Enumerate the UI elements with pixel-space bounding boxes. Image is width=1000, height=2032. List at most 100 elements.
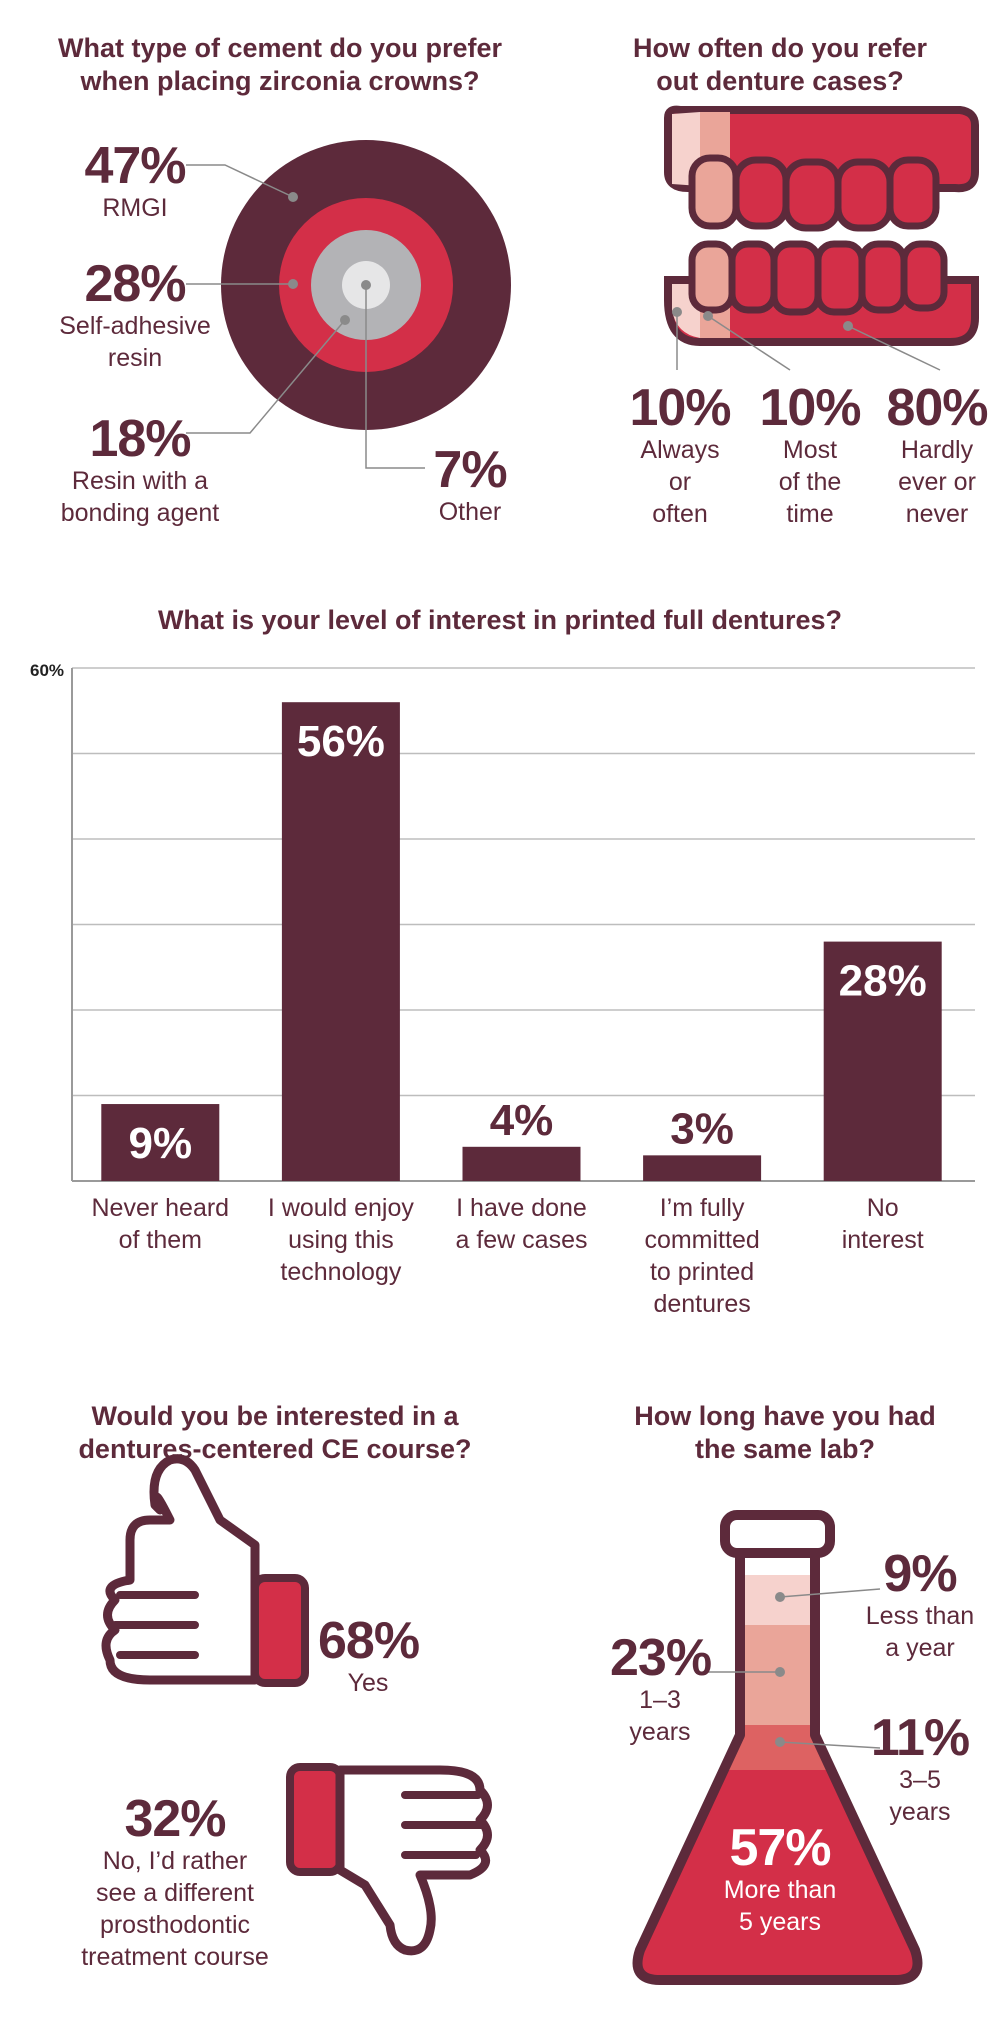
interest-category-label: Never heard of them [70,1192,250,1256]
interest-bar [462,1146,581,1181]
course-yes-label: Yes [347,1669,389,1697]
cement-label-bonding-agent-1: Resin with a [71,467,209,495]
refer-pct-always: 10% [629,379,731,437]
cement-label-bonding-agent-2: bonding agent [60,499,220,527]
interest-category-label-line: using this [288,1226,394,1254]
cement-pct-rmgi: 47% [84,137,186,195]
cement-title-line1: What type of cement do you prefer [57,33,503,63]
course-no-pct: 32% [124,1790,226,1848]
course-no-label-1: No, I’d rather [102,1847,248,1875]
interest-category-label-line: committed [644,1226,760,1254]
interest-bar-value-label: 9% [129,1119,193,1168]
interest-category-label-line: a few cases [455,1226,588,1254]
cement-pct-other: 7% [433,441,507,499]
interest-category-label-line: dentures [653,1290,751,1318]
refer-leader-lines [676,312,941,371]
course-title-line1: Would you be interested in a [91,1401,459,1431]
interest-bars: 9% 56% 4% 3% 28% [101,702,942,1181]
cement-label-self-adhesive-1: Self-adhesive [59,312,211,340]
course-no-label-4: treatment course [81,1943,269,1971]
refer-pct-most: 10% [759,379,861,437]
lab-label-less-than-year-2: a year [885,1634,955,1662]
course-no: 32% No, I’d rather see a different prost… [70,1793,280,1973]
refer-title-line2: out denture cases? [656,66,904,96]
lab-item-1-3-years: 23% 1–3 years [610,1629,712,1748]
refer-label-most-3: time [786,500,834,528]
cement-leader-dots [288,192,371,325]
upper-teeth [688,154,940,232]
interest-title: What is your level of interest in printe… [157,605,843,635]
lab-pct-more-than-5: 57% [729,1819,831,1877]
interest-category-label-line: No [866,1194,899,1222]
interest-category-label-line: of them [118,1226,202,1254]
lab-pct-1-3-years: 23% [610,1629,712,1687]
cement-item-bonding-agent: 18% Resin with a bonding agent [55,413,225,529]
cement-label-rmgi: RMGI [102,194,168,222]
interest-bar [281,702,400,1181]
interest-category-label: I’m fully committed to printed dentures [612,1192,792,1320]
refer-leader-dots [672,307,853,331]
interest-bar-value-label: 56% [297,717,385,766]
refer-item-always: 10% Always or often [625,382,735,530]
lab-title-line2: the same lab? [694,1434,876,1464]
lab-title-line1: How long have you had [634,1401,936,1431]
lab-leader-lines [705,1588,881,1749]
interest-category-label-line: to printed [649,1258,755,1286]
interest-bar [823,941,942,1181]
cement-item-self-adhesive: 28% Self-adhesive resin [55,258,215,374]
interest-bar-value-label: 3% [670,1104,734,1153]
cement-pct-bonding-agent: 18% [89,410,191,468]
lab-label-3-5-years-2: years [889,1798,951,1826]
refer-item-hardly: 80% Hardly ever or never [882,382,992,530]
refer-label-hardly-3: never [905,500,969,528]
lab-title: How long have you had the same lab? [600,1400,970,1466]
lab-item-more-than-5: 57% More than 5 years [715,1822,845,1938]
lab-flask-outline [632,1545,923,1985]
interest-category-label-line: I would enjoy [267,1194,414,1222]
interest-bar-value-label: 4% [490,1096,554,1145]
interest-bar [643,1155,762,1181]
lab-flask-cap [720,1510,835,1558]
interest-axis-max-label: 60% [30,661,65,680]
course-title: Would you be interested in a dentures-ce… [60,1400,490,1466]
refer-pct-hardly: 80% [886,379,988,437]
cement-item-rmgi: 47% RMGI [70,140,200,224]
lab-label-1-3-years-1: 1–3 [639,1686,681,1714]
refer-label-hardly-1: Hardly [900,436,974,464]
lab-label-more-than-5-2: 5 years [739,1908,821,1936]
cement-title: What type of cement do you prefer when p… [40,32,520,98]
lab-leader-dots [775,1592,785,1747]
course-no-label-3: prosthodontic [99,1911,251,1939]
lab-label-1-3-years-2: years [629,1718,691,1746]
lab-item-3-5-years: 11% 3–5 years [870,1712,970,1828]
cement-chart [186,140,511,469]
lab-pct-3-5-years: 11% [870,1709,970,1767]
interest-category-label-line: I have done [456,1194,587,1222]
refer-label-always-2: or [668,468,692,496]
refer-label-always-1: Always [640,436,720,464]
interest-bar-value-label: 28% [839,957,927,1006]
cement-label-other: Other [438,498,502,526]
interest-bar-chart: 9% 56% 4% 3% 28% [71,667,975,1182]
lower-teeth [688,240,948,316]
refer-label-always-3: often [652,500,708,528]
thumbs-down-icon [286,1763,492,1956]
interest-category-label: I would enjoy using this technology [251,1192,431,1288]
refer-label-most-1: Most [782,436,838,464]
interest-bar [101,1104,220,1181]
thumbs-up-icon [101,1454,309,1687]
refer-title: How often do you refer out denture cases… [600,32,960,98]
interest-title-wrap: What is your level of interest in printe… [0,604,1000,637]
interest-category-label-line: Never heard [91,1194,230,1222]
course-yes: 68% Yes [318,1615,420,1699]
interest-category-label: I have done a few cases [432,1192,612,1256]
cement-leader-lines [186,164,425,469]
interest-category-label-line: interest [841,1226,924,1254]
lab-item-less-than-year: 9% Less than a year [860,1548,980,1664]
refer-title-line1: How often do you refer [632,33,927,63]
interest-category-label-line: I’m fully [659,1194,745,1222]
lab-label-less-than-year-1: Less than [865,1602,975,1630]
interest-category-label: No interest [793,1192,973,1256]
